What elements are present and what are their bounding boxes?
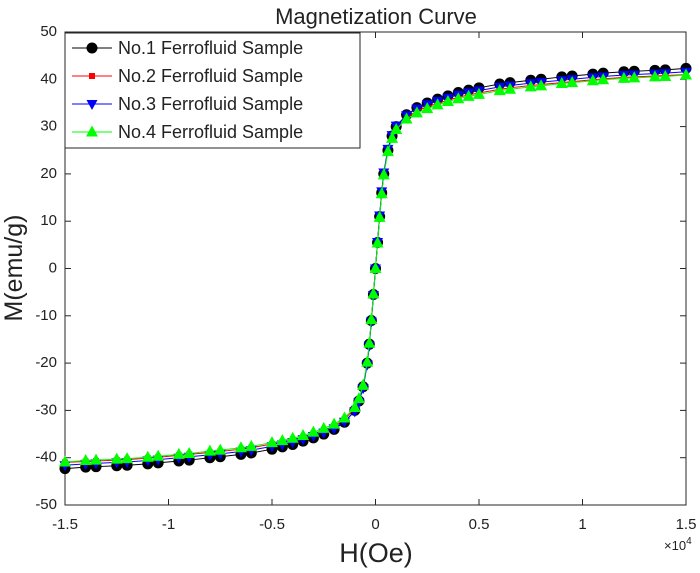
x-tick-label: 1 (578, 516, 586, 533)
y-tick-label: -10 (35, 307, 57, 324)
legend-item-4: No.4 Ferrofluid Sample (72, 122, 303, 142)
data-point (659, 69, 672, 81)
data-point (373, 210, 386, 222)
data-point (121, 452, 134, 464)
triangle-down-marker-icon (86, 100, 98, 110)
data-point (79, 454, 92, 466)
data-point (297, 428, 310, 440)
legend-label: No.1 Ferrofluid Sample (118, 38, 303, 58)
series-group (59, 62, 692, 475)
x-multiplier-exp: 4 (686, 536, 692, 547)
data-point (183, 446, 196, 458)
data-point (493, 84, 506, 96)
data-point (535, 79, 548, 91)
y-tick-label: 30 (40, 118, 57, 135)
legend-box (64, 32, 361, 149)
data-point (566, 76, 579, 88)
data-point (555, 77, 568, 89)
x-axis-label: H(Oe) (339, 538, 413, 568)
legend: No.1 Ferrofluid Sample No.2 Ferrofluid Sa… (64, 32, 361, 149)
data-point (357, 378, 370, 390)
data-point (524, 80, 537, 92)
x-tick-label: -0.5 (259, 516, 285, 533)
data-point (648, 70, 661, 82)
data-point (367, 287, 380, 299)
data-point (462, 89, 475, 101)
x-tick-label: -1.5 (52, 516, 78, 533)
data-point (266, 436, 278, 448)
data-point (245, 439, 258, 451)
data-point (680, 68, 692, 80)
x-tick-label: -1 (162, 516, 175, 533)
y-tick-label: -40 (35, 449, 57, 466)
axis-ticks: -1.5 -1 -0.5 0 0.5 1 1.5 -50 -40 -30 -20 -10 0 10 20 30… (35, 23, 696, 533)
data-point (377, 168, 390, 180)
data-point (307, 425, 320, 437)
square-marker-icon (89, 73, 95, 79)
data-point (286, 431, 299, 443)
data-point (400, 112, 413, 124)
data-point (59, 455, 71, 467)
data-point (203, 444, 216, 456)
data-point (214, 443, 227, 455)
data-point (141, 450, 154, 462)
y-tick-label: 0 (49, 260, 57, 277)
x-tick-label: 0.5 (469, 516, 490, 533)
data-point (352, 392, 365, 404)
y-axis-label: M(emu/g) (0, 215, 28, 322)
data-point (597, 73, 610, 85)
data-point (410, 106, 423, 118)
data-point (381, 145, 394, 157)
data-point (152, 449, 165, 461)
data-point (348, 401, 361, 413)
data-point (617, 71, 630, 83)
data-point (369, 262, 382, 273)
data-point (441, 95, 454, 107)
data-point (431, 98, 444, 110)
chart-title: Magnetization Curve (275, 4, 477, 29)
legend-item-3: No.3 Ferrofluid Sample (72, 94, 303, 114)
y-tick-label: 50 (40, 23, 57, 40)
data-point (386, 131, 399, 143)
data-point (234, 441, 247, 453)
data-point (110, 452, 123, 464)
data-point (328, 417, 341, 429)
legend-item-2: No.2 Ferrofluid Sample (72, 66, 303, 86)
data-point (371, 236, 384, 248)
data-point (363, 336, 376, 348)
circle-marker-icon (86, 42, 98, 54)
y-tick-label: -30 (35, 401, 57, 418)
data-point (361, 355, 374, 367)
legend-label: No.2 Ferrofluid Sample (118, 66, 303, 86)
x-tick-label: 1.5 (676, 516, 697, 533)
triangle-up-marker-icon (86, 125, 98, 137)
data-point (365, 313, 378, 325)
legend-label: No.4 Ferrofluid Sample (118, 122, 303, 142)
x-tick-label: 0 (371, 516, 379, 533)
data-point (628, 71, 641, 83)
data-point (172, 447, 185, 459)
data-point (375, 187, 388, 199)
legend-item-1: No.1 Ferrofluid Sample (72, 38, 303, 58)
data-point (90, 453, 103, 465)
series-4 (59, 68, 692, 467)
y-tick-label: -20 (35, 354, 57, 371)
data-point (276, 434, 289, 446)
y-tick-label: -50 (35, 496, 57, 513)
data-point (473, 87, 485, 99)
data-point (452, 92, 465, 104)
data-point (586, 74, 599, 86)
data-point (504, 82, 517, 94)
data-point (317, 421, 330, 433)
data-point (390, 122, 403, 134)
x-multiplier-base: ×10 (664, 538, 686, 553)
data-point (338, 411, 351, 423)
y-tick-label: 10 (40, 212, 57, 229)
data-point (421, 102, 434, 114)
legend-label: No.3 Ferrofluid Sample (118, 94, 303, 114)
y-tick-label: 20 (40, 165, 57, 182)
y-tick-label: 40 (40, 70, 57, 87)
x-multiplier: ×104 (664, 536, 692, 553)
